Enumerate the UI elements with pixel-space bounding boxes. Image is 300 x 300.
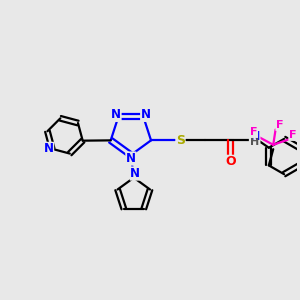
Text: N: N [44,142,54,155]
Text: N: N [141,108,151,122]
Text: O: O [225,155,236,168]
Text: N: N [126,152,136,165]
Text: N: N [130,167,140,180]
Text: H: H [250,137,259,147]
Text: S: S [176,134,185,147]
Text: N: N [250,130,260,143]
Text: F: F [276,120,284,130]
Text: F: F [289,130,296,140]
Text: F: F [250,128,257,137]
Text: N: N [111,108,121,122]
